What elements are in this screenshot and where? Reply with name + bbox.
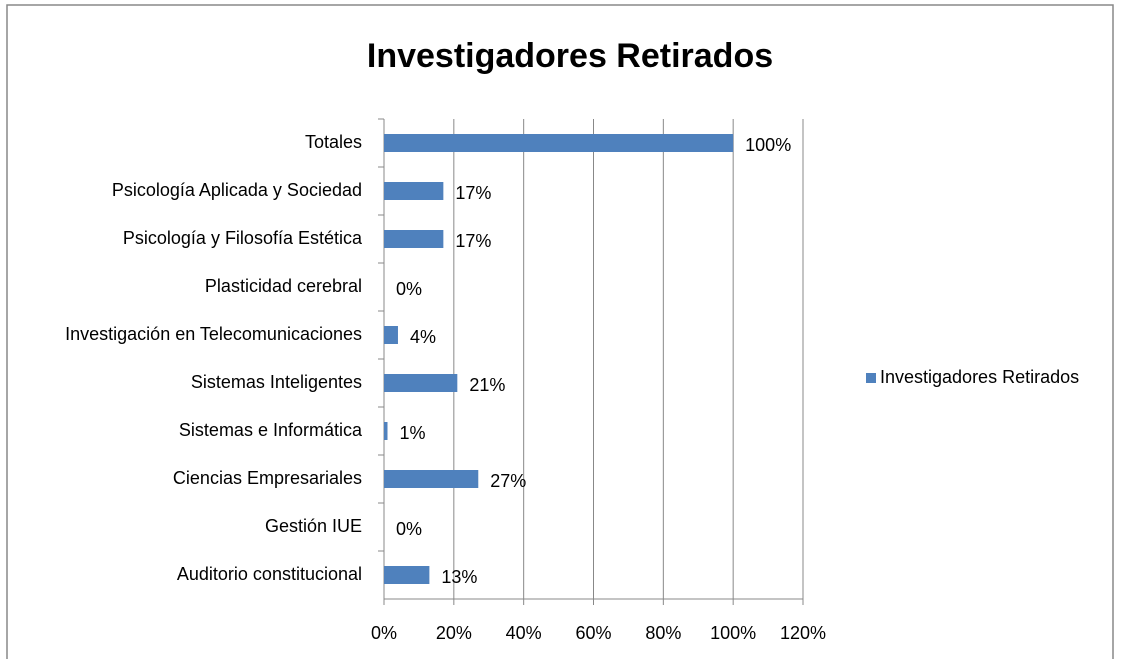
x-tick-label: 40%: [506, 623, 542, 643]
y-tick-label: Psicología Aplicada y Sociedad: [112, 180, 362, 200]
y-tick-label: Plasticidad cerebral: [205, 276, 362, 296]
y-tick-label: Sistemas e Informática: [179, 420, 363, 440]
y-tick-label: Ciencias Empresariales: [173, 468, 362, 488]
bar: [384, 326, 398, 344]
x-tick-label: 100%: [710, 623, 756, 643]
y-tick-label: Investigación en Telecomunicaciones: [65, 324, 362, 344]
legend-label: Investigadores Retirados: [880, 367, 1079, 387]
chart-border: [6, 4, 1114, 659]
y-tick-label: Gestión IUE: [265, 516, 362, 536]
x-tick-label: 0%: [371, 623, 397, 643]
data-label: 13%: [441, 567, 477, 587]
data-label: 17%: [455, 231, 491, 251]
bar: [384, 470, 479, 488]
legend-swatch: [866, 373, 876, 383]
y-tick-label: Totales: [305, 132, 362, 152]
data-label: 4%: [410, 327, 436, 347]
y-tick-label: Auditorio constitucional: [177, 564, 362, 584]
x-tick-label: 120%: [780, 623, 826, 643]
bar: [384, 182, 444, 200]
bar: [384, 566, 430, 584]
bar: [384, 422, 388, 440]
data-label: 27%: [490, 471, 526, 491]
x-tick-label: 60%: [575, 623, 611, 643]
y-tick-label: Psicología y Filosofía Estética: [123, 228, 363, 248]
data-label: 0%: [396, 519, 422, 539]
data-label: 21%: [469, 375, 505, 395]
x-tick-label: 20%: [436, 623, 472, 643]
y-tick-label: Sistemas Inteligentes: [191, 372, 362, 392]
chart-title: Investigadores Retirados: [367, 37, 773, 75]
bar: [384, 230, 444, 248]
data-label: 0%: [396, 279, 422, 299]
data-label: 1%: [399, 423, 425, 443]
x-tick-label: 80%: [645, 623, 681, 643]
data-label: 100%: [745, 135, 791, 155]
bar: [384, 134, 734, 152]
bar: [384, 374, 458, 392]
data-label: 17%: [455, 183, 491, 203]
